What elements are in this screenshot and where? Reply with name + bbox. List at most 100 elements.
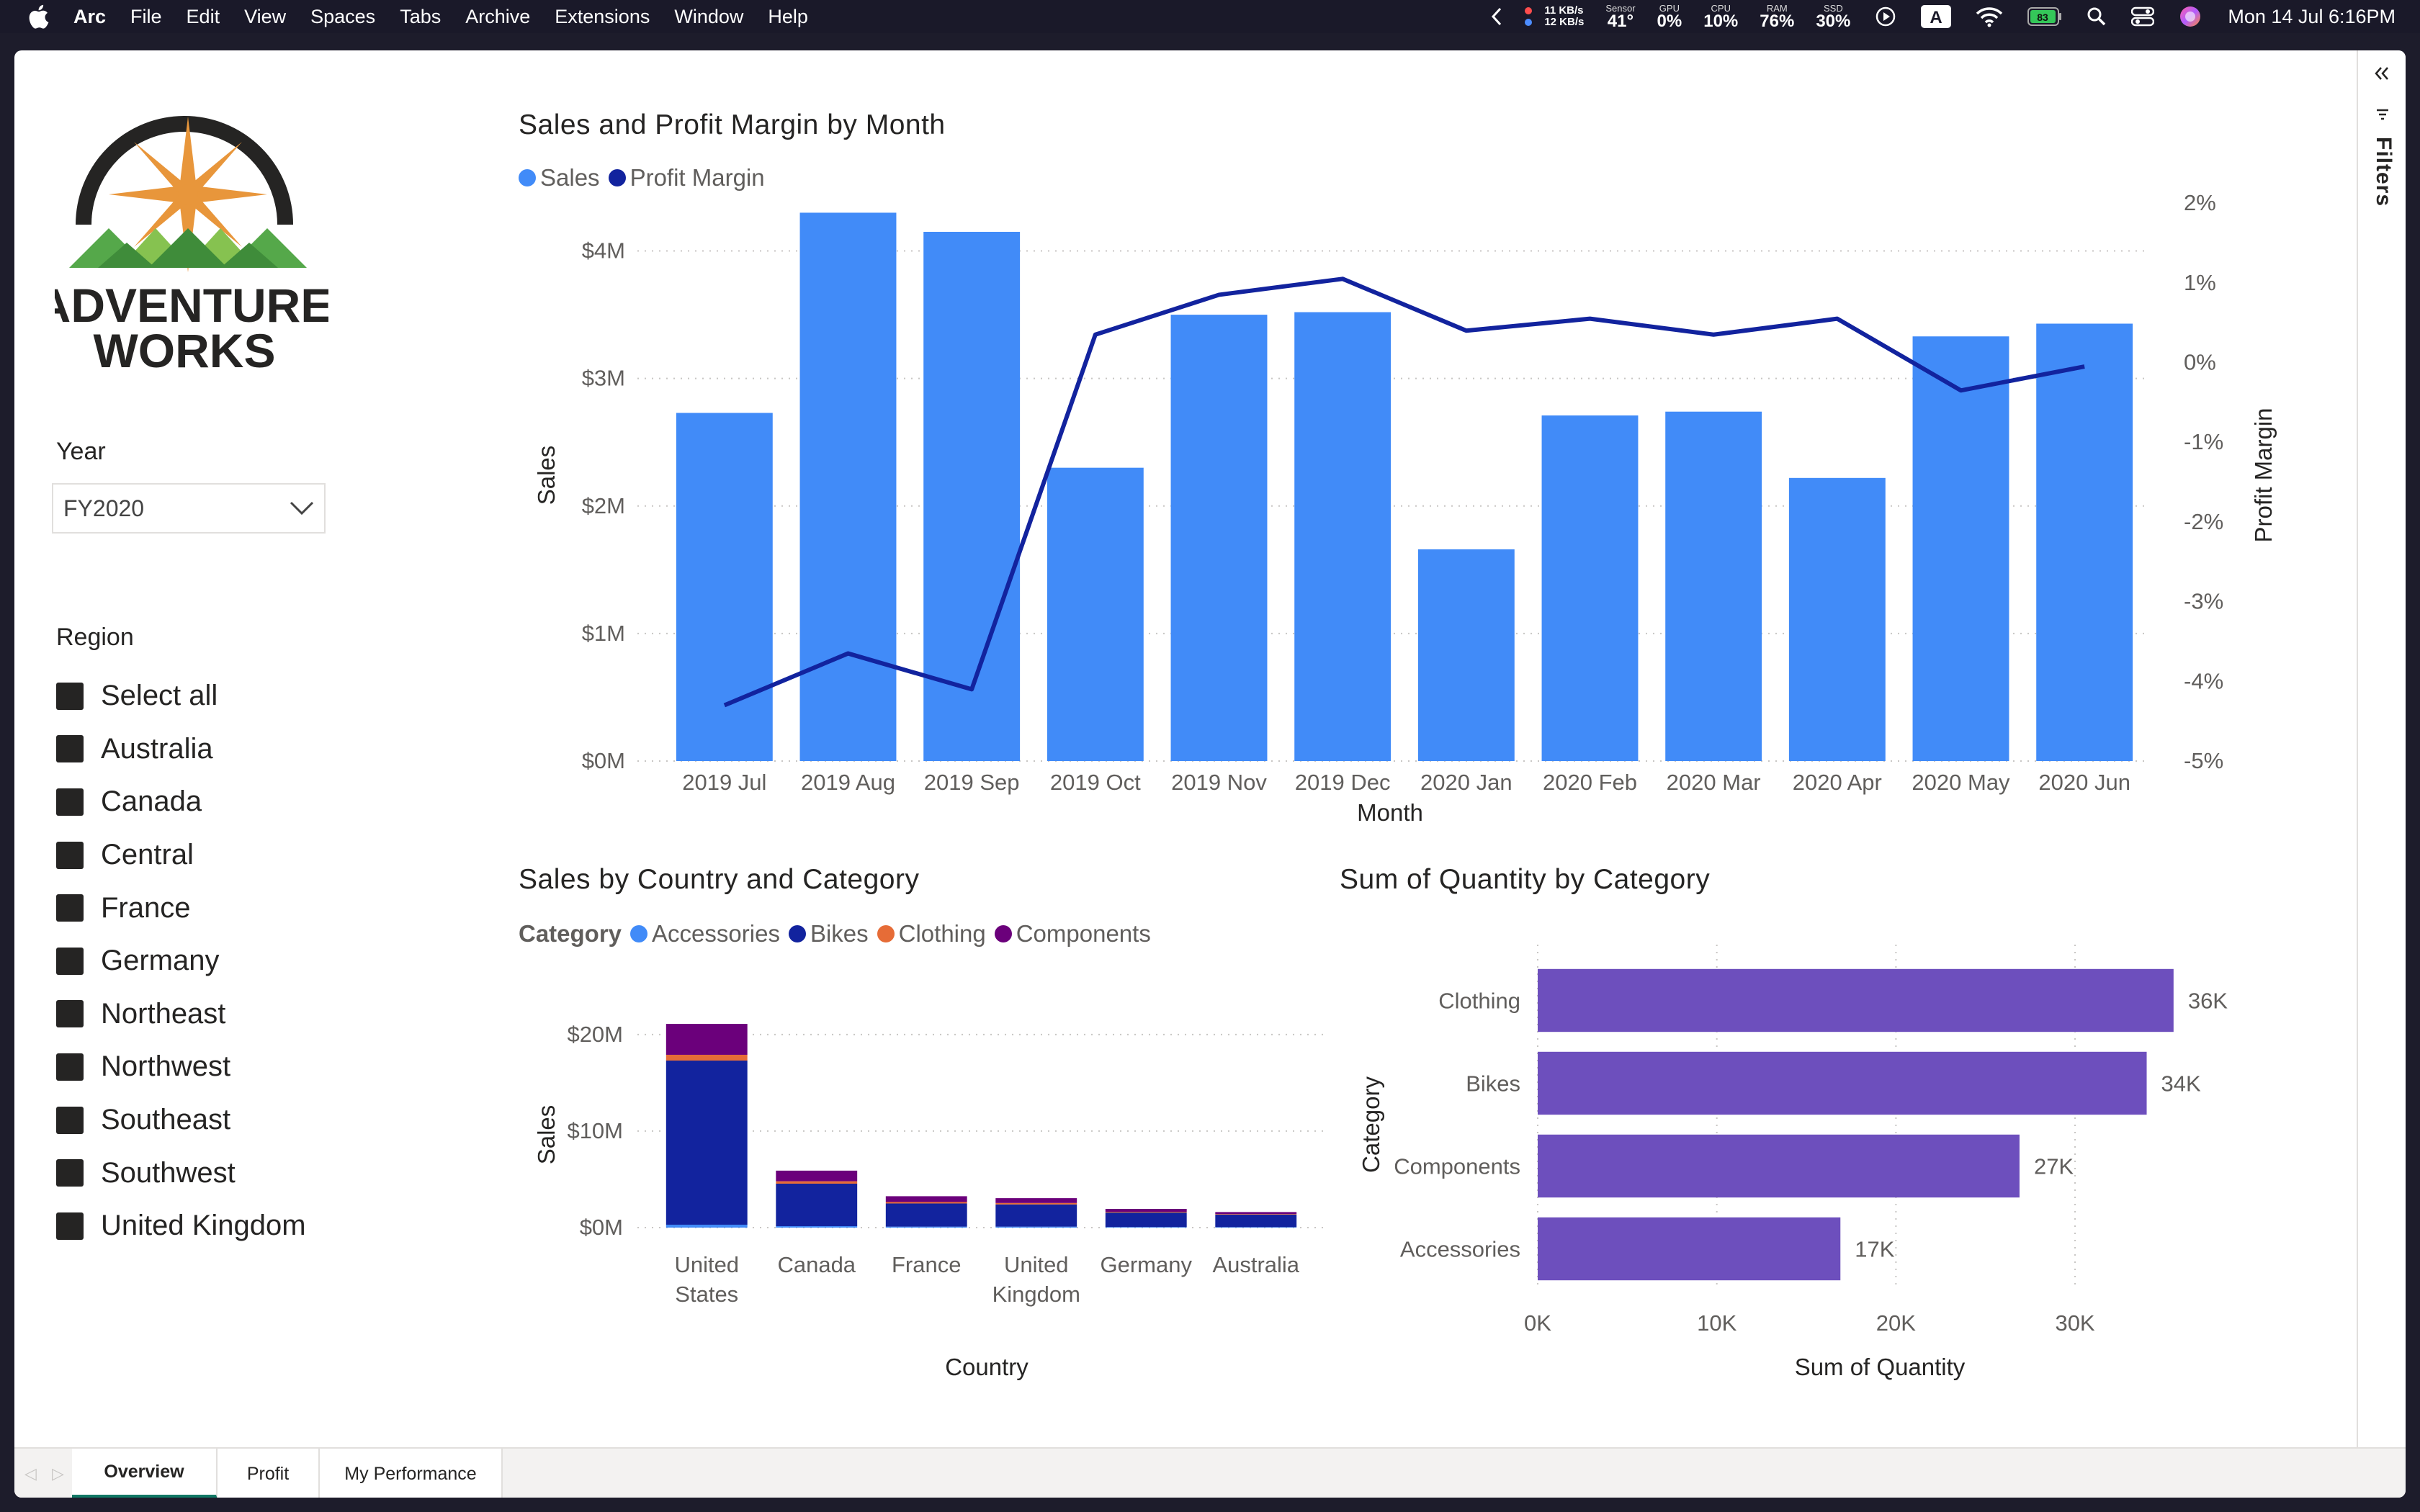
- x-tick-label: 20K: [1876, 1310, 1916, 1336]
- checkbox[interactable]: [56, 1053, 84, 1081]
- checkbox[interactable]: [56, 1000, 84, 1028]
- tab-my-performance[interactable]: My Performance: [320, 1449, 503, 1498]
- bar-sales: [1294, 312, 1392, 762]
- tab-prev-arrow-icon[interactable]: ◁: [24, 1464, 37, 1482]
- y-axis-title: Category: [1358, 1076, 1384, 1173]
- siri-icon[interactable]: [2179, 5, 2202, 28]
- region-item-australia[interactable]: Australia: [56, 723, 306, 776]
- checkbox[interactable]: [56, 841, 84, 869]
- tab-next-arrow-icon[interactable]: ▷: [52, 1464, 64, 1482]
- region-item-select-all[interactable]: Select all: [56, 670, 306, 723]
- bar-segment-bikes: [1215, 1214, 1297, 1228]
- year-dropdown[interactable]: FY2020: [52, 483, 326, 534]
- x-tick-label: 2019 Jul: [682, 770, 766, 795]
- battery-icon[interactable]: 83: [2027, 7, 2062, 26]
- y2-tick-label: -2%: [2184, 509, 2223, 534]
- checkbox[interactable]: [56, 894, 84, 922]
- y2-tick-label: 0%: [2184, 350, 2216, 375]
- region-item-germany[interactable]: Germany: [56, 935, 306, 988]
- legend-item-profit-margin[interactable]: Profit Margin: [608, 164, 765, 192]
- year-dropdown-value: FY2020: [63, 495, 145, 521]
- checkbox[interactable]: [56, 1159, 84, 1187]
- region-item-southeast[interactable]: Southeast: [56, 1094, 306, 1147]
- menu-file[interactable]: File: [130, 5, 162, 27]
- menu-tabs[interactable]: Tabs: [400, 5, 442, 27]
- checkbox[interactable]: [56, 947, 84, 975]
- checkbox[interactable]: [56, 788, 84, 816]
- stat-value: 0%: [1657, 11, 1682, 31]
- page-tab-bar: ◁ ▷ Overview Profit My Performance: [14, 1447, 2406, 1498]
- region-item-label: Select all: [101, 680, 218, 712]
- legend-item-bikes[interactable]: Bikes: [788, 920, 869, 948]
- stat-cpu: CPU 10%: [1703, 4, 1738, 30]
- menu-extensions[interactable]: Extensions: [555, 5, 650, 27]
- bar-segment-bikes: [666, 1061, 748, 1225]
- bar-sales: [1417, 549, 1515, 761]
- filter-pane[interactable]: Filters: [2357, 50, 2406, 1447]
- region-item-france[interactable]: France: [56, 881, 306, 935]
- region-item-central[interactable]: Central: [56, 829, 306, 882]
- menu-window[interactable]: Window: [674, 5, 744, 27]
- menu-archive[interactable]: Archive: [465, 5, 531, 27]
- region-item-canada[interactable]: Canada: [56, 775, 306, 829]
- x-tick-label: United: [1004, 1252, 1069, 1277]
- tab-overview[interactable]: Overview: [72, 1449, 218, 1498]
- bar-quantity: [1538, 1217, 1841, 1281]
- bar-sales: [1665, 411, 1762, 761]
- apple-icon[interactable]: [27, 4, 49, 29]
- chart2-legend: Category Accessories Bikes Clothing Comp…: [519, 920, 1160, 948]
- menu-bar-status-area: 11 KB/s 12 KB/s Sensor 41° GPU 0% CPU 10% R…: [1466, 0, 2396, 33]
- menu-spaces[interactable]: Spaces: [310, 5, 376, 27]
- menu-bar-clock[interactable]: Mon 14 Jul 6:16PM: [2228, 5, 2396, 27]
- legend-dot: [608, 169, 626, 186]
- wifi-icon[interactable]: [1976, 6, 2003, 27]
- bar-segment-bikes: [776, 1183, 858, 1226]
- search-icon[interactable]: [2087, 6, 2107, 27]
- stat-sensor: Sensor 41°: [1605, 4, 1635, 30]
- checkbox[interactable]: [56, 735, 84, 763]
- play-icon[interactable]: [1875, 6, 1896, 27]
- stat-value: 76%: [1760, 11, 1795, 31]
- region-item-northeast[interactable]: Northeast: [56, 988, 306, 1041]
- y-tick-label: $10M: [567, 1118, 623, 1143]
- y-tick-label: Bikes: [1466, 1071, 1520, 1097]
- region-item-united-kingdom[interactable]: United Kingdom: [56, 1200, 306, 1253]
- legend-item-accessories[interactable]: Accessories: [630, 920, 780, 948]
- checkbox[interactable]: [56, 1212, 84, 1240]
- legend-item-clothing[interactable]: Clothing: [877, 920, 986, 948]
- legend-item-sales[interactable]: Sales: [519, 164, 600, 192]
- network-dots-icon: [1524, 5, 1533, 28]
- sales-profit-chart[interactable]: $0M $1M $2M $3M $4M -5% -4% -3% -2% -1% 0% 1% 2% 2019…: [14, 50, 2406, 1454]
- x-tick-label: Germany: [1101, 1252, 1193, 1277]
- menu-app-name[interactable]: Arc: [73, 5, 107, 27]
- stat-label: Sensor: [1605, 2, 1636, 14]
- x-tick-label: Canada: [777, 1252, 856, 1277]
- checkbox[interactable]: [56, 682, 84, 710]
- x-tick-label: 2020 Mar: [1667, 770, 1761, 795]
- filters-label[interactable]: Filters: [2372, 137, 2396, 207]
- menu-help[interactable]: Help: [768, 5, 808, 27]
- legend-title: Category: [519, 920, 622, 947]
- bar-segment-accessories: [885, 1226, 967, 1228]
- tab-profit[interactable]: Profit: [218, 1449, 320, 1498]
- menu-edit[interactable]: Edit: [186, 5, 220, 27]
- legend-label: Accessories: [652, 920, 780, 947]
- double-chevron-left-icon[interactable]: [2374, 66, 2390, 81]
- menu-view[interactable]: View: [244, 5, 287, 27]
- x-tick-label: 2019 Dec: [1295, 770, 1391, 795]
- chevron-left-icon[interactable]: [1491, 7, 1502, 26]
- region-item-northwest[interactable]: Northwest: [56, 1040, 306, 1094]
- legend-item-components[interactable]: Components: [994, 920, 1151, 948]
- region-item-southwest[interactable]: Southwest: [56, 1146, 306, 1200]
- region-item-label: Southwest: [101, 1156, 236, 1189]
- y-tick-label: $0M: [580, 1215, 623, 1240]
- bar-segment-components: [885, 1196, 967, 1202]
- legend-label: Components: [1016, 920, 1151, 947]
- adventure-works-logo: ADVENTURE WORKS: [55, 116, 328, 377]
- checkbox[interactable]: [56, 1106, 84, 1134]
- keyboard-input-icon[interactable]: A: [1921, 5, 1952, 28]
- menu-bar: Arc File Edit View Spaces Tabs Archive E…: [0, 0, 2420, 33]
- y2-tick-label: -3%: [2184, 589, 2223, 614]
- legend-dot: [788, 925, 806, 942]
- control-center-icon[interactable]: [2131, 6, 2155, 27]
